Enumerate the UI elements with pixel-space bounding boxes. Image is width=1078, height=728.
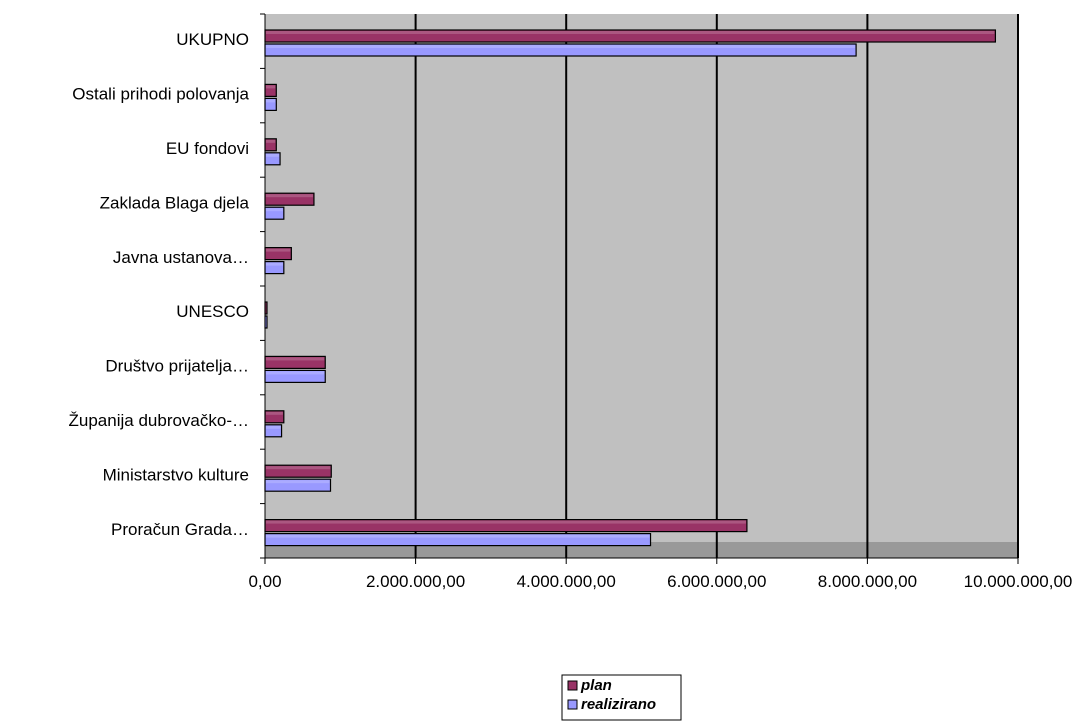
bar-highlight-plan (266, 85, 276, 89)
bar-highlight-realizirano (266, 208, 283, 212)
category-label: EU fondovi (166, 139, 249, 158)
bar-highlight-plan (266, 466, 331, 470)
bar-highlight-plan (266, 411, 283, 415)
x-tick-label: 2.000.000,00 (366, 572, 465, 591)
bar-highlight-plan (266, 248, 291, 252)
bar-highlight-plan (266, 520, 746, 524)
plot-background (265, 14, 1018, 558)
bar-highlight-realizirano (266, 99, 276, 103)
legend-label-realizirano: realizirano (581, 696, 656, 713)
category-label: UKUPNO (176, 30, 249, 49)
bar-highlight-plan (266, 357, 325, 361)
legend-swatch-plan (567, 680, 578, 691)
category-label: Ostali prihodi polovanja (72, 85, 249, 104)
category-label: Zaklada Blaga djela (100, 193, 250, 212)
bar-highlight-realizirano (266, 371, 325, 375)
x-tick-label: 8.000.000,00 (818, 572, 917, 591)
category-label: Županija dubrovačko-… (69, 411, 249, 430)
bar-highlight-realizirano (266, 425, 281, 429)
legend-swatch-realizirano (567, 699, 578, 710)
bar-highlight-realizirano (266, 480, 330, 484)
axes: UKUPNO Ostali prihodi polovanja EU fondovi… (69, 13, 1073, 591)
bar-highlight-realizirano (266, 262, 283, 266)
x-tick-label: 6.000.000,00 (667, 572, 766, 591)
bar-highlight-plan (266, 139, 276, 143)
category-label: Javna ustanova… (113, 248, 249, 267)
category-label: UNESCO (176, 302, 249, 321)
bar-highlight-realizirano (266, 45, 856, 48)
x-tick-label: 0,00 (248, 572, 281, 591)
bar-highlight-plan (266, 31, 995, 34)
plot-area (264, 14, 1019, 558)
x-tick-label: 10.000.000,00 (964, 572, 1073, 591)
category-label: Ministarstvo kulture (103, 465, 249, 484)
legend: plan realizirano (561, 674, 682, 721)
category-label: Proračun Grada… (111, 520, 249, 539)
bar-highlight-plan (266, 194, 313, 198)
category-label: Društvo prijatelja… (105, 357, 249, 376)
bar-highlight-realizirano (266, 153, 280, 157)
legend-label-plan: plan (580, 677, 612, 694)
legend-box (561, 674, 682, 721)
bar-highlight-realizirano (266, 534, 650, 538)
x-tick-label: 4.000.000,00 (517, 572, 616, 591)
